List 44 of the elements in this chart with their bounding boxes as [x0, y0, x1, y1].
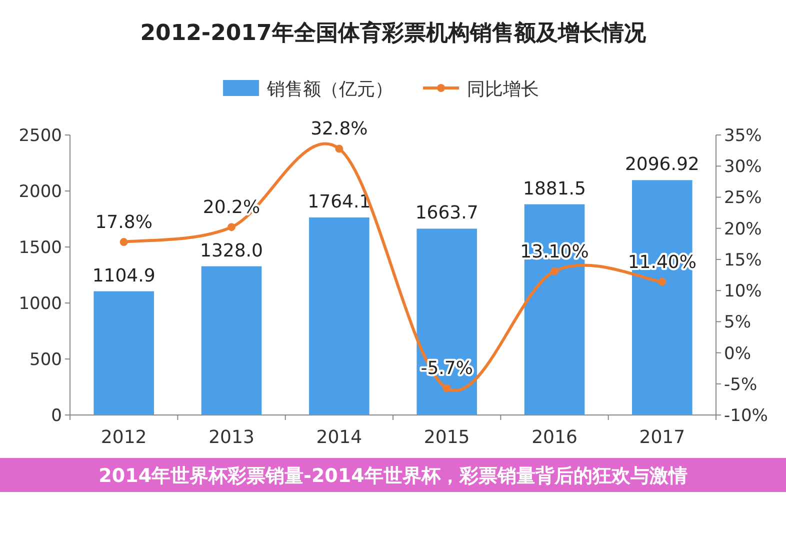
y2-tick-label: 30%	[724, 157, 762, 178]
point	[120, 238, 128, 246]
y2-tick-label: 15%	[724, 250, 762, 270]
point	[550, 267, 558, 276]
x-tick-label: 2017	[639, 427, 686, 448]
x-tick-label: 2014	[316, 427, 362, 448]
bar	[309, 217, 370, 415]
data-label: 32.8%	[310, 118, 368, 140]
y-tick-label: 2500	[18, 126, 62, 146]
x-tick-label: 2015	[424, 427, 470, 448]
bar	[94, 291, 154, 415]
legend-label: 销售额（亿元）	[266, 79, 393, 100]
y-tick-label: 1500	[18, 238, 62, 258]
legend-label: 同比增长	[467, 79, 539, 100]
data-label: 1328.0	[200, 240, 263, 262]
x-tick-label: 2013	[208, 427, 254, 448]
data-label: 1764.1	[308, 191, 371, 212]
point	[442, 384, 451, 392]
data-label: 1663.7	[415, 202, 478, 224]
y-tick-label: 2000	[18, 182, 62, 202]
data-label: 17.8%	[95, 212, 152, 234]
point	[335, 144, 344, 153]
y2-tick-label: 10%	[724, 282, 762, 302]
data-label: 1104.9	[92, 265, 156, 286]
y2-tick-label: 20%	[724, 219, 762, 240]
y-tick-label: 1000	[18, 294, 62, 314]
bar	[201, 266, 262, 415]
x-tick-label: 2016	[532, 427, 578, 448]
data-label: 1881.5	[523, 178, 586, 200]
data-label: 2096.92	[624, 154, 700, 176]
y-tick-label: 500	[30, 350, 62, 370]
y2-tick-label: 0%	[724, 344, 751, 364]
chart-title: 2012-2017年全国体育彩票机构销售额及增长情况	[140, 20, 647, 46]
y-tick-label: 0	[51, 406, 62, 426]
text: 2014年世界杯彩票销量-2014年世界杯，彩票销量背后的狂欢与激情	[98, 465, 688, 487]
y2-tick-label: 35%	[724, 126, 762, 146]
y2-tick-label: 25%	[724, 188, 762, 208]
point	[228, 223, 236, 232]
y2-tick-label: -10%	[724, 406, 768, 426]
point	[658, 278, 666, 286]
y2-tick-label: 5%	[724, 312, 751, 333]
y2-tick-label: -5%	[724, 374, 758, 395]
bar	[416, 228, 477, 415]
x-tick-label: 2012	[100, 427, 147, 448]
